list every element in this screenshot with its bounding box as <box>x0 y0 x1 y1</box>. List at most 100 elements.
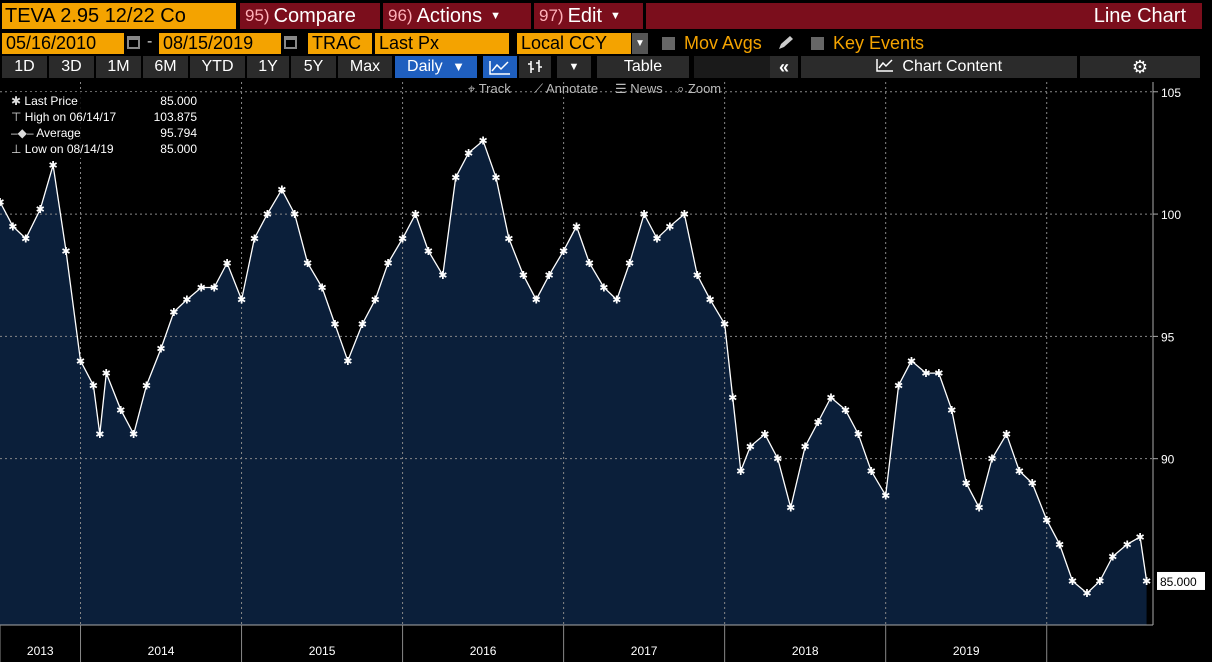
y-tick-label: 105 <box>1161 86 1181 100</box>
range-button-5y[interactable]: 5Y <box>291 56 336 78</box>
calendar-icon[interactable] <box>127 36 140 49</box>
range-button-1m[interactable]: 1M <box>96 56 141 78</box>
data-point: ✱ <box>585 258 594 270</box>
data-point: ✱ <box>8 221 17 233</box>
data-point: ✱ <box>841 405 850 417</box>
y-tick-label: 95 <box>1161 330 1175 344</box>
edit-number: 97) <box>539 6 564 25</box>
data-point: ✱ <box>1082 588 1091 600</box>
data-point: ✱ <box>907 356 916 368</box>
end-date-field[interactable]: 08/15/2019 <box>159 33 281 54</box>
news-tool[interactable]: ☰ News <box>615 81 663 96</box>
data-point: ✱ <box>881 490 890 502</box>
zoom-tool[interactable]: ⌕ Zoom <box>677 81 722 96</box>
gear-icon[interactable]: ⚙ <box>1080 56 1200 78</box>
data-point: ✱ <box>962 478 971 490</box>
data-point: ✱ <box>801 441 810 453</box>
data-point: ✱ <box>424 246 433 258</box>
y-tick-label: 100 <box>1161 208 1181 222</box>
data-point: ✱ <box>974 503 983 515</box>
frequency-dropdown[interactable]: Daily ▼ <box>395 56 477 78</box>
chart-type-dropdown[interactable]: ▼ <box>557 56 591 78</box>
data-point: ✱ <box>49 160 58 172</box>
news-label: News <box>630 81 663 96</box>
data-point: ✱ <box>572 221 581 233</box>
data-point: ✱ <box>169 307 178 319</box>
legend-average-label: Average <box>36 126 81 140</box>
y-tick-label: 90 <box>1161 453 1175 467</box>
data-point: ✱ <box>947 405 956 417</box>
collapse-icon[interactable]: « <box>770 56 798 78</box>
data-point: ✱ <box>1055 539 1064 551</box>
edit-button[interactable]: 97) Edit ▼ <box>534 3 643 29</box>
data-point: ✱ <box>1028 478 1037 490</box>
data-point: ✱ <box>182 295 191 307</box>
actions-button[interactable]: 96) Actions ▼ <box>383 3 531 29</box>
data-point: ✱ <box>411 209 420 221</box>
last-value-label: 85.000 <box>1160 575 1197 589</box>
trac-field[interactable]: TRAC <box>308 33 372 54</box>
chart-content-icon <box>876 59 893 72</box>
track-tool[interactable]: ⌖ Track <box>468 81 511 96</box>
range-button-1y[interactable]: 1Y <box>247 56 289 78</box>
chevron-down-icon[interactable]: ▼ <box>632 33 648 54</box>
data-point: ✱ <box>706 295 715 307</box>
key-events-label[interactable]: Key Events <box>833 33 925 53</box>
price-chart[interactable]: ✱ ✱ ✱ ✱ ✱ ✱ ✱ ✱ ✱ ✱ ✱ ✱ ✱ ✱ ✱ ✱ ✱ ✱ ✱ ✱ ✱ ✱ ✱ ✱ ✱ ✱ ✱ ✱ ✱ ✱ ✱ ✱ ✱ ✱ ✱ ✱ ✱ ✱ ✱ ✱… <box>0 80 1212 662</box>
data-point: ✱ <box>680 209 689 221</box>
data-point: ✱ <box>867 466 876 478</box>
data-point: ✱ <box>1068 576 1077 588</box>
chevron-down-icon: ▼ <box>610 10 621 22</box>
data-point: ✱ <box>599 282 608 294</box>
average-line-icon: –◆– <box>11 126 37 140</box>
range-button-1d[interactable]: 1D <box>2 56 47 78</box>
data-point: ✱ <box>491 172 500 184</box>
data-point: ✱ <box>1136 532 1145 544</box>
data-point: ✱ <box>1108 552 1117 564</box>
data-point: ✱ <box>478 136 487 148</box>
data-point: ✱ <box>116 405 125 417</box>
currency-field[interactable]: Local CCY <box>517 33 631 54</box>
start-date-field[interactable]: 05/16/2010 <box>2 33 124 54</box>
legend-low-value: 85.000 <box>160 142 197 156</box>
table-button[interactable]: Table <box>597 56 689 78</box>
data-point: ✱ <box>921 368 930 380</box>
bar-chart-button[interactable] <box>519 56 551 78</box>
chart-content-button[interactable]: Chart Content <box>801 56 1077 78</box>
legend-row-high: ⊤ High on 06/14/17 103.875 <box>11 109 197 125</box>
data-point: ✱ <box>237 295 246 307</box>
range-button-3d[interactable]: 3D <box>49 56 94 78</box>
data-point: ✱ <box>1002 429 1011 441</box>
ohlc-bar-icon <box>528 60 542 73</box>
date-separator: - <box>147 33 153 50</box>
chevron-down-icon: ▼ <box>568 61 580 73</box>
line-chart-button[interactable] <box>483 56 517 78</box>
key-events-checkbox[interactable] <box>811 37 824 50</box>
data-point: ✱ <box>736 466 745 478</box>
data-point: ✱ <box>720 319 729 331</box>
data-point: ✱ <box>343 356 352 368</box>
data-point: ✱ <box>156 344 165 356</box>
x-tick-label: 2017 <box>631 644 658 658</box>
price-field[interactable]: Last Px <box>375 33 509 54</box>
data-point: ✱ <box>290 209 299 221</box>
annotate-tool[interactable]: ⟋ Annotate <box>534 81 599 96</box>
pencil-icon[interactable] <box>777 35 795 51</box>
range-button-max[interactable]: Max <box>338 56 392 78</box>
calendar-icon[interactable] <box>284 36 297 49</box>
data-point: ✱ <box>1142 576 1151 588</box>
compare-button[interactable]: 95) Compare <box>240 3 380 29</box>
price-area <box>0 140 1147 625</box>
mov-avgs-checkbox[interactable] <box>662 37 675 50</box>
chevron-down-icon: ▼ <box>490 10 502 22</box>
data-point: ✱ <box>504 234 513 246</box>
range-button-6m[interactable]: 6M <box>143 56 188 78</box>
range-button-ytd[interactable]: YTD <box>190 56 245 78</box>
mov-avgs-label[interactable]: Mov Avgs <box>684 33 762 53</box>
legend-last-value: 85.000 <box>160 94 197 108</box>
data-point: ✱ <box>102 368 111 380</box>
data-point: ✱ <box>61 246 70 258</box>
ticker-field[interactable]: TEVA 2.95 12/22 Co <box>2 3 236 29</box>
data-point: ✱ <box>625 258 634 270</box>
data-point: ✱ <box>652 234 661 246</box>
